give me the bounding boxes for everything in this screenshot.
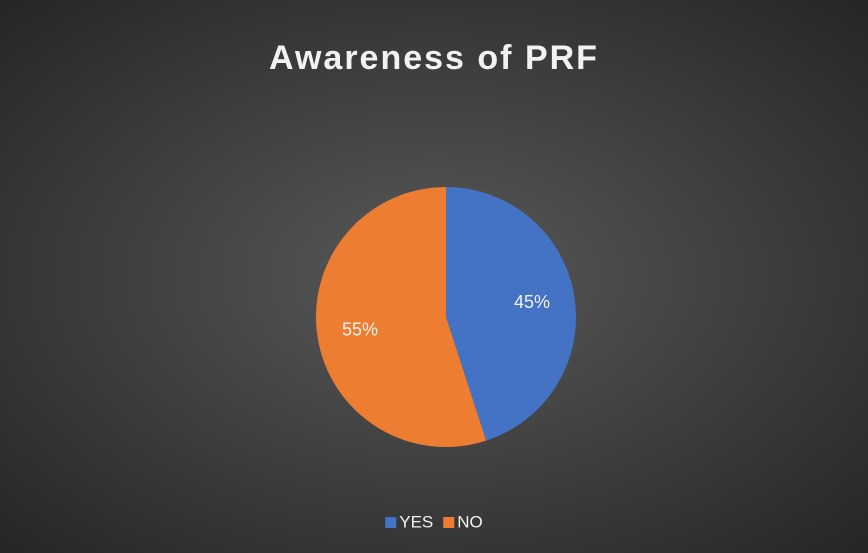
pie-slice (316, 187, 487, 447)
legend-label: NO (457, 512, 483, 531)
value-label: 55% (342, 319, 378, 339)
legend-label: YES (399, 512, 433, 531)
pie-slice (446, 187, 577, 441)
legend: YES NO (385, 512, 483, 531)
legend-swatch (385, 517, 397, 528)
pie: 45% 55% (316, 187, 577, 447)
chart-title: Awareness of PRF (269, 39, 599, 77)
value-label: 45% (514, 292, 550, 312)
legend-swatch (443, 517, 455, 528)
